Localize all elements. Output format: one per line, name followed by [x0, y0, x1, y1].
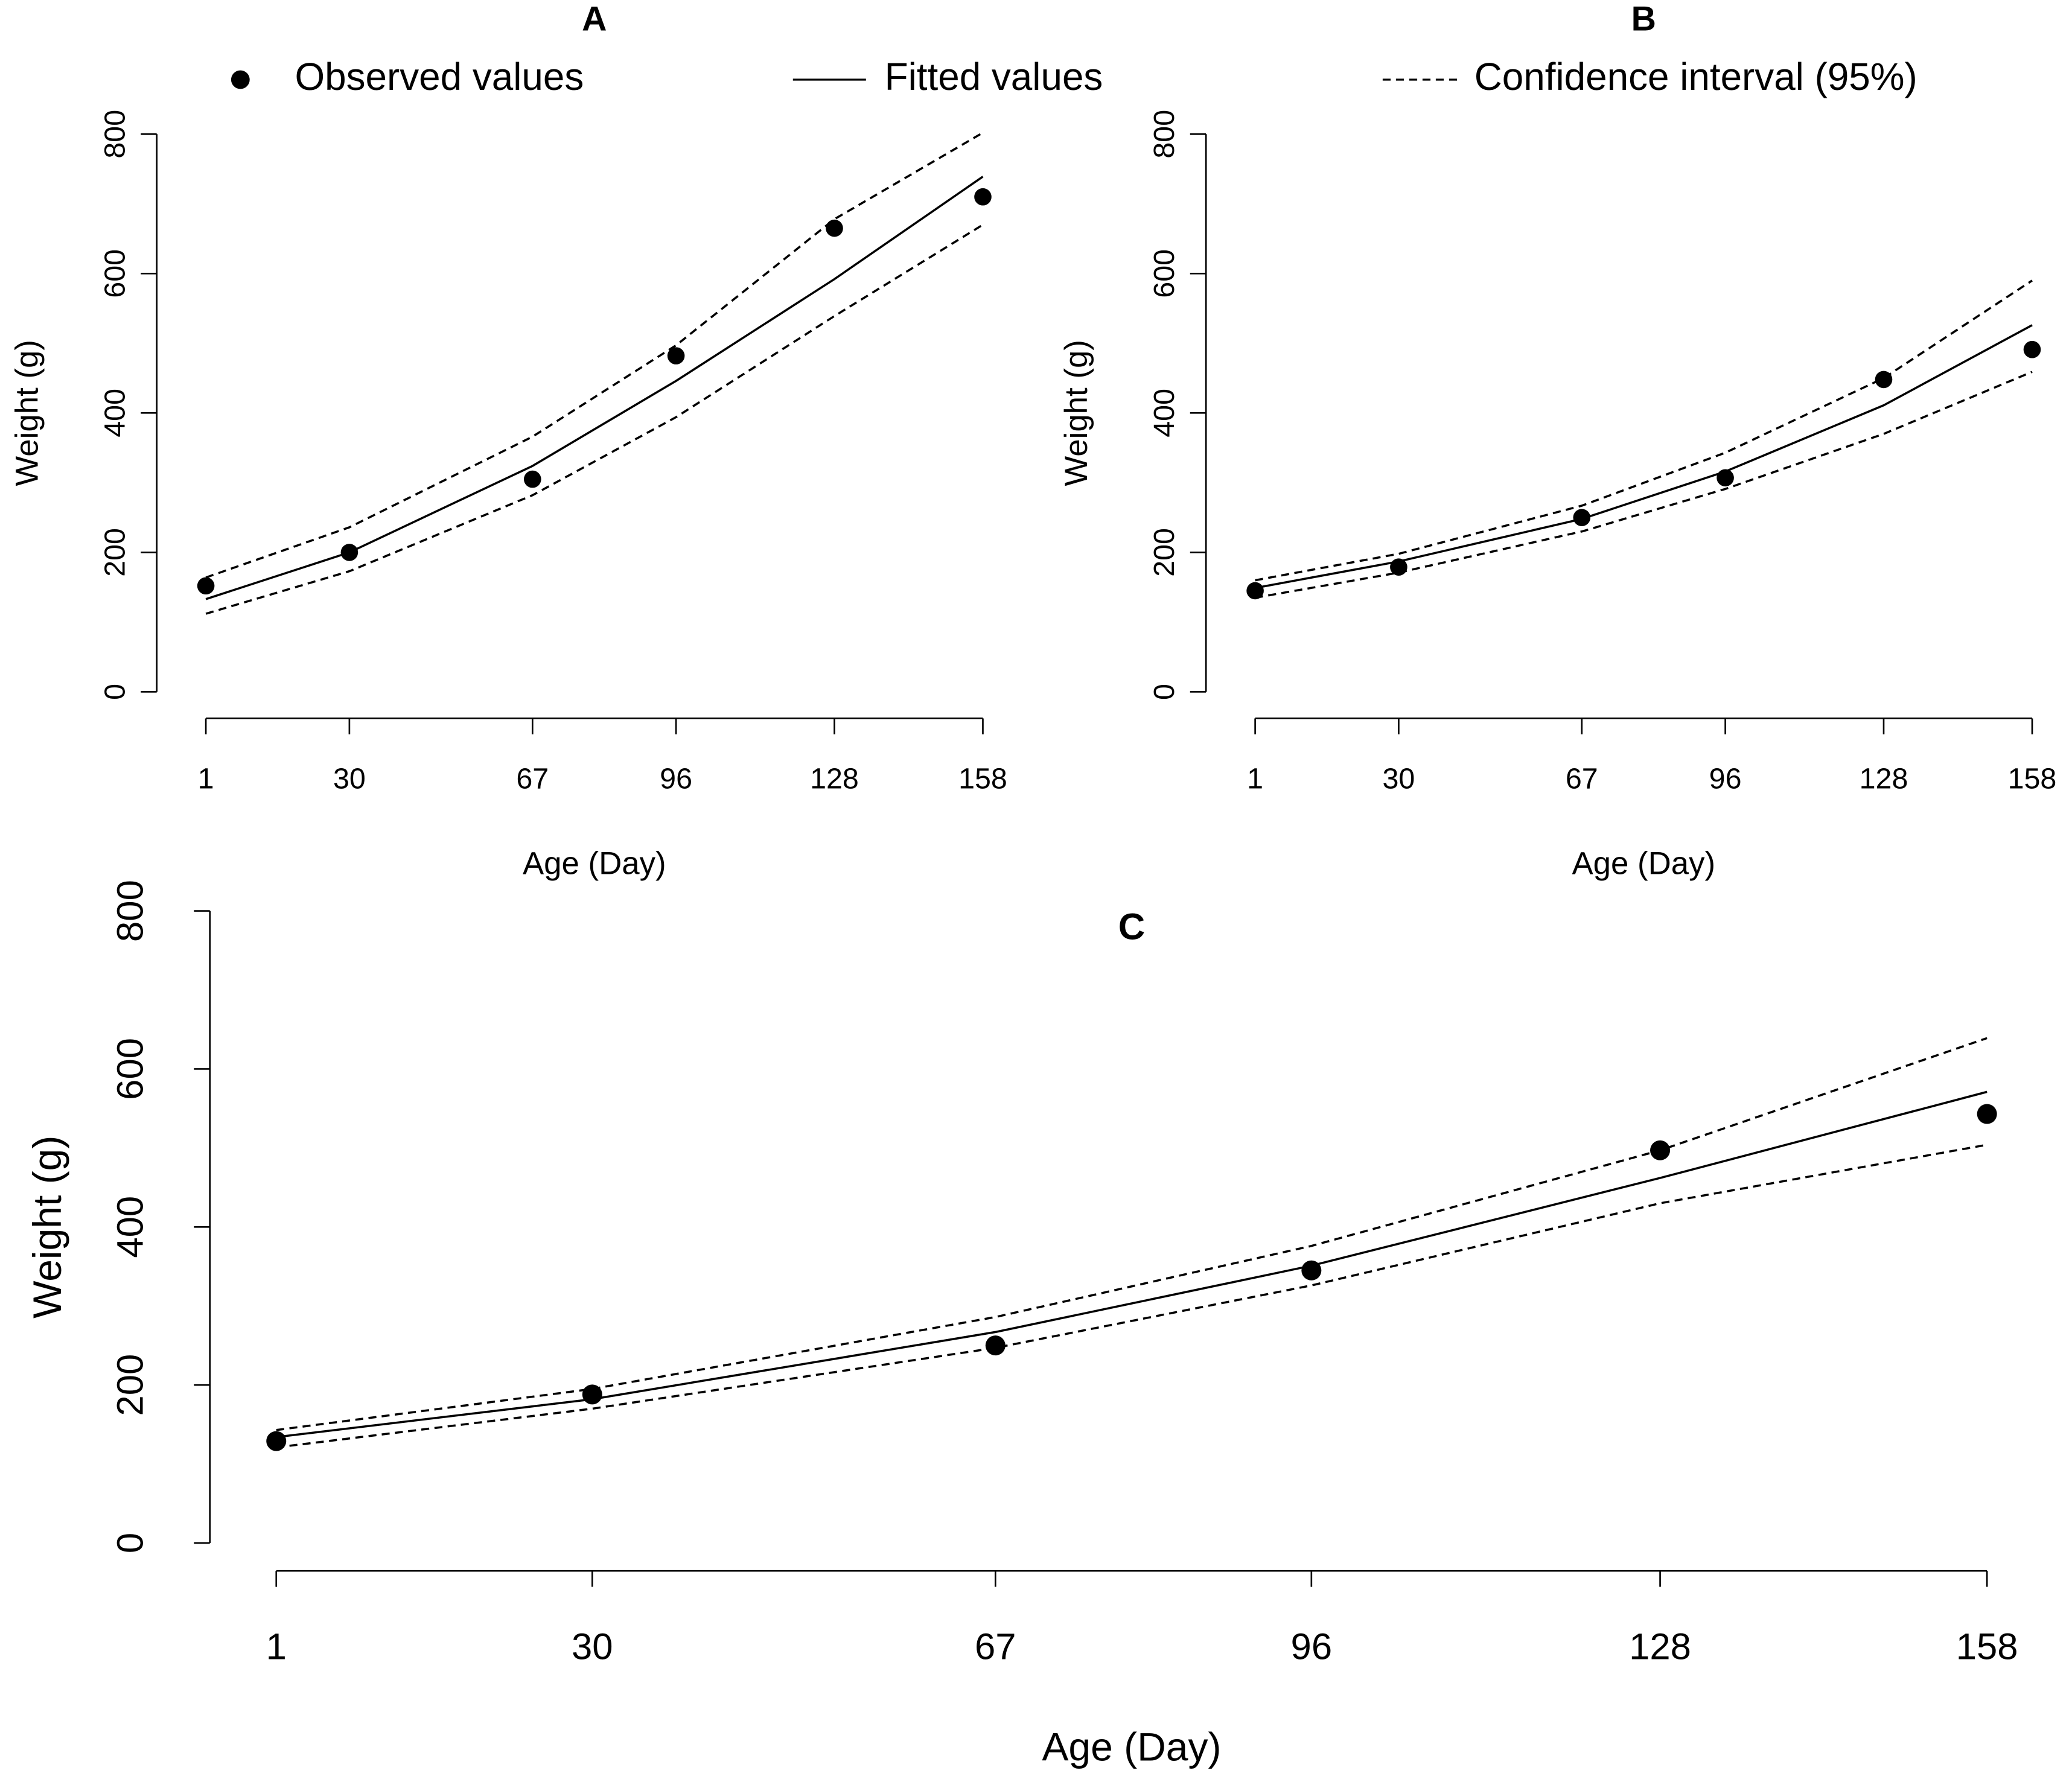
observed-point	[667, 347, 685, 364]
x-tick-label: 67	[1566, 763, 1598, 795]
panel: C 0 200 400 600 800 1 30 67 96 128 158 Age (Day) Weig…	[25, 880, 2018, 1769]
ci-lower-line	[205, 223, 984, 615]
x-tick-label: 1	[266, 1626, 287, 1667]
x-tick-label: 128	[1629, 1626, 1691, 1667]
observed-point	[1977, 1104, 1997, 1124]
panel-title: C	[1118, 906, 1146, 948]
legend-marker	[231, 70, 250, 89]
fitted-line	[1255, 324, 2033, 590]
observed-point	[2023, 340, 2041, 358]
x-axis-label: Age (Day)	[1042, 1725, 1221, 1769]
ci-upper-line	[1255, 279, 2033, 582]
y-tick-label: 200	[109, 1354, 151, 1416]
fitted-line	[276, 1090, 1988, 1439]
panel-title: A	[582, 0, 607, 38]
y-tick-label: 800	[98, 110, 131, 159]
ci-upper-line	[205, 132, 984, 579]
y-tick-label: 600	[1148, 249, 1181, 298]
y-tick-label: 0	[109, 1533, 151, 1553]
y-tick-label: 800	[1148, 110, 1181, 159]
observed-point	[985, 1335, 1006, 1356]
x-tick-label: 1	[198, 763, 214, 795]
y-axis-label: Weight (g)	[25, 1136, 69, 1319]
x-tick-label: 128	[1860, 763, 1908, 795]
y-tick-label: 600	[109, 1038, 151, 1100]
fitted-line	[205, 176, 984, 600]
observed-point	[197, 577, 215, 595]
legend-label: Fitted values	[885, 55, 1103, 98]
y-tick-label: 200	[98, 528, 131, 577]
observed-point	[1573, 509, 1591, 526]
panel: A 0 200 400 600 800 1 30 67 96 128 158 Age (Day) Weig…	[9, 0, 1007, 882]
legend-label: Observed values	[295, 55, 584, 98]
observed-point	[266, 1431, 287, 1451]
y-tick-label: 200	[1148, 528, 1181, 577]
observed-point	[974, 188, 992, 206]
x-tick-label: 30	[333, 763, 366, 795]
y-tick-label: 0	[1148, 684, 1181, 700]
ci-lower-line	[1255, 371, 2033, 599]
y-axis-label: Weight (g)	[9, 340, 45, 486]
ci-lower-line	[276, 1144, 1988, 1449]
y-tick-label: 600	[98, 249, 131, 298]
panel: B 0 200 400 600 800 1 30 67 96 128 158 Age (Day) Weig…	[1059, 0, 2056, 882]
x-tick-label: 96	[660, 763, 692, 795]
x-axis-label: Age (Day)	[523, 846, 666, 882]
observed-point	[523, 470, 541, 488]
x-tick-label: 96	[1709, 763, 1742, 795]
y-tick-label: 400	[109, 1196, 151, 1258]
x-tick-label: 158	[1956, 1626, 2018, 1667]
x-tick-label: 96	[1291, 1626, 1333, 1667]
x-tick-label: 30	[572, 1626, 613, 1667]
x-tick-label: 67	[975, 1626, 1016, 1667]
x-tick-label: 67	[516, 763, 549, 795]
panel-title: B	[1631, 0, 1656, 38]
ci-upper-line	[276, 1037, 1988, 1431]
legend-label: Confidence interval (95%)	[1474, 55, 1917, 98]
x-tick-label: 30	[1382, 763, 1415, 795]
x-tick-label: 158	[958, 763, 1007, 795]
y-tick-label: 400	[1148, 389, 1181, 437]
y-tick-label: 400	[98, 389, 131, 437]
x-tick-label: 128	[810, 763, 859, 795]
y-axis-label: Weight (g)	[1059, 340, 1094, 486]
y-tick-label: 0	[98, 684, 131, 700]
y-tick-label: 800	[109, 880, 151, 942]
x-axis-label: Age (Day)	[1572, 846, 1715, 882]
x-tick-label: 158	[2008, 763, 2057, 795]
observed-point	[826, 219, 843, 237]
x-tick-label: 1	[1247, 763, 1263, 795]
